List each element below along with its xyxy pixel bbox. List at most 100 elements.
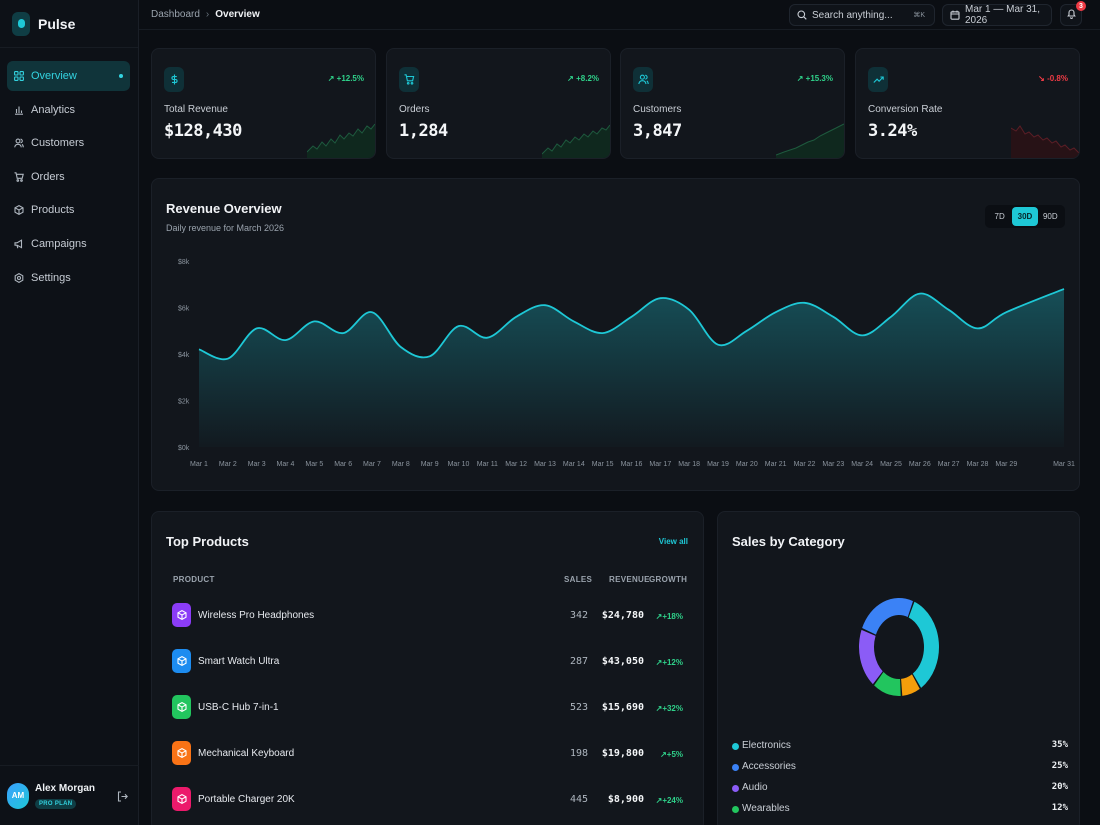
kpi-value: 3,847 [633,121,682,141]
kpi-card-orders[interactable]: ↗ +8.2% Orders 1,284 [386,48,611,159]
sidebar-item-settings[interactable]: Settings [7,263,130,293]
column-header-sales[interactable]: SALES [564,575,593,584]
product-growth-value: +12% [662,658,683,667]
kpi-card-customers[interactable]: ↗ +15.3% Customers 3,847 [620,48,845,159]
notifications-button[interactable]: 3 [1060,1,1086,26]
x-tick-label: Mar 19 [707,461,729,468]
donut-slice-audio[interactable] [859,629,883,685]
table-row[interactable]: Smart Watch Ultra 287 $43,050 ↗+12% [152,639,705,685]
product-sales: 523 [569,702,588,713]
trend-up-icon: ↗ [796,74,804,83]
kpi-delta-value: +8.2% [576,74,599,83]
trend-up-icon: ↗ [655,796,663,805]
product-growth-value: +5% [666,750,683,759]
x-tick-label: Mar 26 [909,461,931,468]
sidebar-item-label: Orders [31,170,65,183]
donut-slice-other[interactable] [901,674,920,696]
product-growth-value: +18% [662,612,683,621]
column-header-product[interactable]: PRODUCT [173,575,215,584]
product-growth: ↗+18% [656,612,683,621]
view-all-link[interactable]: View all [658,537,688,546]
product-name: Wireless Pro Headphones [198,610,315,621]
date-range-picker[interactable]: Mar 1 — Mar 31, 2026 [942,4,1052,26]
trend-up-icon: ↗ [655,658,663,667]
sidebar-item-overview[interactable]: Overview [7,61,130,91]
trend-down-icon: ↘ [1038,74,1045,83]
sidebar-item-label: Settings [31,271,71,284]
legend-percent: 12% [1051,803,1068,813]
range-30d-button[interactable]: 30D [1012,207,1038,226]
kpi-label: Customers [633,104,682,115]
kpi-delta-value: +15.3% [805,74,833,83]
donut-slice-accessories[interactable] [862,598,913,635]
plan-badge: PRO PLAN [35,798,77,809]
x-tick-label: Mar 27 [938,461,960,468]
product-sales: 198 [569,748,588,759]
card-title: Top Products [166,534,249,549]
x-tick-label: Mar 28 [967,461,989,468]
kpi-sparkline [542,124,610,158]
trend-up-icon: ↗ [655,612,663,621]
sidebar-item-orders[interactable]: Orders [7,162,130,192]
product-sales: 445 [569,794,588,805]
x-tick-label: Mar 18 [678,461,700,468]
trend-up-icon [868,67,888,92]
x-tick-label: Mar 15 [592,461,614,468]
users-icon [633,67,653,92]
product-growth: ↗+5% [660,750,683,759]
donut-slice-electronics[interactable] [908,601,939,688]
cart-icon [399,67,419,92]
kpi-value: $128,430 [164,121,242,141]
column-header-growth[interactable]: GROWTH [649,575,688,584]
kpi-delta: ↗ +8.2% [567,74,599,83]
card-subtitle: Daily revenue for March 2026 [166,223,285,233]
bar-chart-icon [14,105,24,115]
legend-label: Wearables [742,803,790,814]
card-title: Revenue Overview [166,201,282,216]
y-tick-label: $2k [178,399,190,406]
chevron-right-icon: › [205,9,210,20]
x-tick-label: Mar 8 [392,461,410,468]
kpi-label: Total Revenue [164,104,228,115]
table-row[interactable]: Portable Charger 20K 445 $8,900 ↗+24% [152,777,705,823]
search-shortcut: ⌘K [913,12,925,19]
x-tick-label: Mar 2 [219,461,237,468]
search-input[interactable]: Search anything... ⌘K [789,4,935,26]
sidebar-item-analytics[interactable]: Analytics [7,95,130,125]
table-row[interactable]: Mechanical Keyboard 198 $19,800 ↗+5% [152,731,705,777]
sidebar-item-campaigns[interactable]: Campaigns [7,229,130,259]
brand[interactable]: Pulse [0,0,138,48]
revenue-overview-card: Revenue Overview Daily revenue for March… [151,178,1080,491]
notification-count-badge: 3 [1076,1,1086,11]
kpi-card-conversion[interactable]: ↘ -0.8% Conversion Rate 3.24% [855,48,1080,159]
dollar-icon [164,67,184,92]
sales-by-category-card: Sales by Category Electronics 35% Access… [717,511,1080,825]
breadcrumb-dashboard[interactable]: Dashboard [151,9,200,20]
megaphone-icon [14,239,24,249]
range-90d-button[interactable]: 90D [1042,212,1058,221]
sidebar-item-products[interactable]: Products [7,195,130,225]
user-profile[interactable]: AM Alex Morgan PRO PLAN [0,765,139,825]
users-icon [14,138,24,148]
table-row[interactable]: Wireless Pro Headphones 342 $24,780 ↗+18… [152,593,705,639]
box-icon [172,695,191,719]
logout-icon[interactable] [117,791,128,802]
kpi-delta: ↗ +12.5% [328,74,364,83]
product-growth: ↗+32% [656,704,683,713]
active-indicator [119,74,123,78]
x-tick-label: Mar 6 [334,461,352,468]
product-revenue: $8,900 [607,794,644,805]
column-header-revenue[interactable]: REVENUE [609,575,650,584]
sidebar-item-customers[interactable]: Customers [7,128,130,158]
kpi-card-revenue[interactable]: ↗ +12.5% Total Revenue $128,430 [151,48,376,159]
trend-up-icon: ↗ [567,74,574,83]
trend-up-icon: ↗ [327,74,335,83]
avatar[interactable]: AM [7,782,29,809]
range-7d-button[interactable]: 7D [994,212,1005,221]
y-tick-label: $4k [178,352,190,359]
kpi-label: Conversion Rate [868,104,943,115]
search-icon [797,10,807,20]
product-name: USB-C Hub 7-in-1 [198,702,279,713]
donut-slice-wearables[interactable] [874,672,901,696]
table-row[interactable]: USB-C Hub 7-in-1 523 $15,690 ↗+32% [152,685,705,731]
